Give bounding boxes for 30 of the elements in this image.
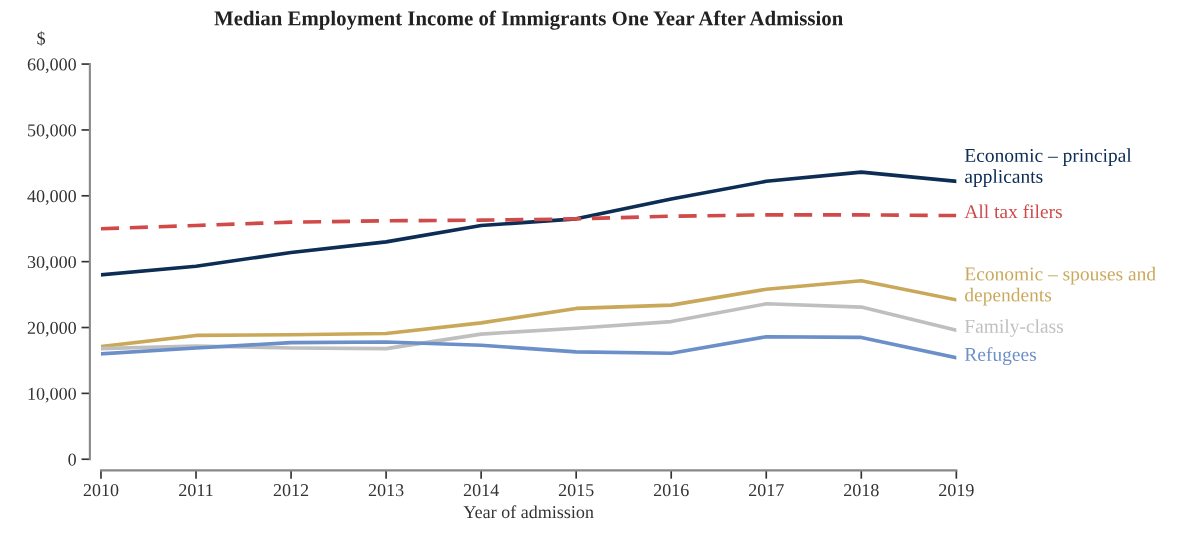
- chart-title: Median Employment Income of Immigrants One Year After Admission: [214, 10, 843, 30]
- line-series: [100, 213, 957, 231]
- y-tick-label: 0: [68, 453, 76, 466]
- x-tick-label: 2012: [273, 484, 309, 497]
- line-series: [100, 334, 957, 360]
- x-tick-label: 2010: [83, 484, 119, 497]
- x-tick-label: 2015: [558, 484, 594, 497]
- y-tick-label: 10,000: [28, 387, 76, 403]
- series-label: Economic – principal applicants: [964, 148, 1132, 187]
- line-series: [100, 302, 957, 351]
- line-series: [100, 170, 957, 277]
- x-tick-label: 2018: [844, 484, 879, 497]
- series-label: All tax filers: [964, 204, 1062, 219]
- y-tick-label: 40,000: [27, 190, 76, 205]
- x-tick-label: 2014: [463, 484, 499, 497]
- x-axis-title: Year of admission: [463, 505, 594, 519]
- x-tick-label: 2016: [653, 484, 689, 497]
- series-label: Economic – spouses and dependents: [964, 266, 1156, 306]
- series-label: Refugees: [964, 347, 1036, 366]
- x-tick-label: 2019: [939, 484, 974, 497]
- x-tick-label: 2013: [368, 484, 404, 497]
- y-axis-title: $: [37, 31, 46, 46]
- y-tick-label: 60,000: [27, 58, 76, 74]
- y-tick-label: 30,000: [27, 255, 76, 271]
- line-series: [100, 278, 957, 349]
- series-label: Family-class: [964, 319, 1063, 337]
- x-tick-label: 2011: [179, 484, 213, 497]
- y-tick-label: 20,000: [27, 321, 76, 337]
- x-tick-label: 2017: [749, 484, 784, 497]
- y-tick-label: 50,000: [28, 124, 76, 139]
